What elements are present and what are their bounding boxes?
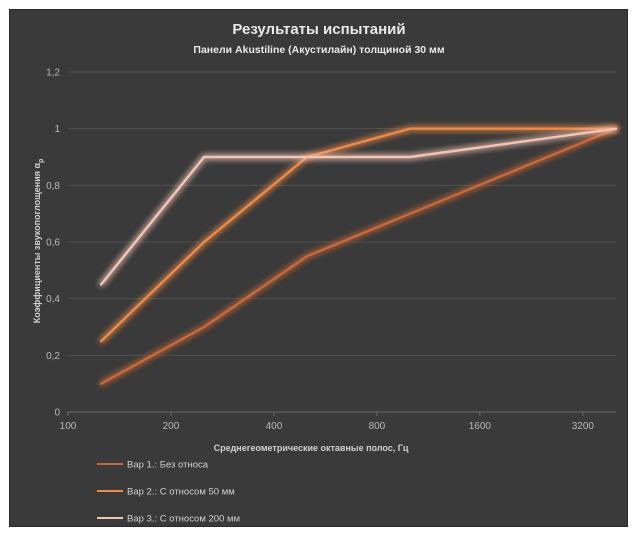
gridlines <box>67 71 616 416</box>
chart-title: Результаты испытаний <box>232 21 405 38</box>
legend-label-3: Вар 3.: С относом 200 мм <box>127 514 240 525</box>
legend: Вар 1.: Без относа Вар 2.: С относом 50 м… <box>97 460 240 525</box>
chart-subtitle: Панели Akustiline (Акустилайн) толщиной … <box>193 44 444 56</box>
y-tick-label: 1,2 <box>46 68 60 79</box>
legend-label-2: Вар 2.: С относом 50 мм <box>127 487 235 498</box>
x-tick-label: 100 <box>60 421 77 432</box>
chart-panel <box>9 9 628 527</box>
y-tick-label: 1 <box>54 124 60 135</box>
y-tick-labels: 0 0,2 0,4 0,6 0,8 1 1,2 <box>46 68 60 419</box>
x-tick-label: 3200 <box>572 421 595 432</box>
x-axis-title: Среднегеометрические октавные полос, Гц <box>214 443 409 453</box>
y-tick-label: 0,6 <box>46 238 60 249</box>
y-tick-label: 0 <box>54 408 60 419</box>
legend-label-1: Вар 1.: Без относа <box>127 460 209 471</box>
y-axis-title: Коэффициенты звукопоглощения αр <box>32 159 45 324</box>
y-tick-label: 0,2 <box>46 351 60 362</box>
series-line-3 <box>99 127 618 286</box>
x-tick-label: 1600 <box>469 421 492 432</box>
x-tick-label: 400 <box>266 421 283 432</box>
x-tick-label: 800 <box>369 421 386 432</box>
series-line-1 <box>99 127 618 385</box>
x-tick-label: 200 <box>163 421 180 432</box>
y-tick-label: 0,8 <box>46 181 60 192</box>
y-axis-title-main: Коэффициенты звукопоглощения α <box>32 163 42 324</box>
series-lines <box>99 127 618 385</box>
x-tick-labels: 100 200 400 800 1600 3200 <box>60 421 595 432</box>
y-tick-label: 0,4 <box>46 294 60 305</box>
y-axis-title-sub: р <box>38 159 45 163</box>
